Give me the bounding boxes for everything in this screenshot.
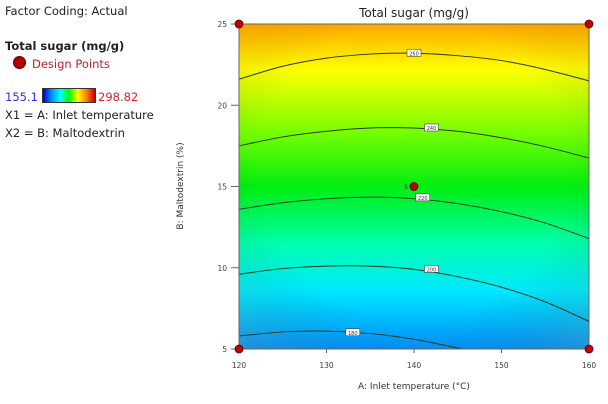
design-point	[409, 182, 419, 191]
x-axis-label: A: Inlet temperature (°C)	[358, 382, 470, 392]
x-tick-label: 140	[407, 361, 422, 370]
design-points-label: Design Points	[32, 57, 110, 71]
y-tick-label: 5	[222, 345, 227, 354]
color-scale-bar	[42, 88, 96, 103]
x-tick-label: 130	[319, 361, 334, 370]
design-points-legend: Design Points	[13, 56, 110, 71]
design-points: 5	[234, 19, 594, 354]
contour-label-box-240	[424, 123, 439, 132]
response-title: Total sugar (mg/g)	[5, 39, 125, 53]
contour-line-220	[239, 196, 589, 239]
design-point-icon	[13, 56, 26, 69]
x-tick-label: 160	[582, 361, 597, 370]
contour-labels: 180 200 220 240 260	[345, 48, 439, 337]
color-scale-min: 155.1	[5, 90, 38, 104]
contour-label-box-260	[406, 48, 422, 57]
contour-line-200	[239, 265, 589, 322]
contour-label-box-200	[424, 265, 439, 273]
y-tick-label: 20	[217, 101, 227, 110]
contour-label-180: 180	[348, 331, 358, 337]
contour-label-260: 260	[409, 51, 419, 57]
x-tick-label: 150	[494, 361, 509, 370]
contour-label-220: 220	[418, 196, 428, 202]
x-axis: 120 130 140 150 160	[232, 349, 597, 370]
factor-coding-label: Factor Coding: Actual	[5, 4, 128, 18]
contour-label-240: 240	[427, 126, 437, 132]
x1-definition: X1 = A: Inlet temperature	[5, 108, 154, 122]
design-point-count-label: 5	[404, 184, 408, 191]
y-tick-label: 25	[217, 20, 227, 29]
contour-label-200: 200	[427, 267, 437, 273]
x-tick-label: 120	[232, 361, 247, 370]
x2-definition: X2 = B: Maltodextrin	[5, 126, 125, 140]
contour-line-240	[239, 127, 589, 159]
y-tick-label: 15	[217, 183, 227, 192]
chart-title: Total sugar (mg/g)	[358, 6, 469, 20]
design-point	[584, 344, 594, 354]
design-point	[234, 344, 244, 354]
y-tick-label: 10	[217, 264, 227, 273]
design-point	[584, 19, 594, 29]
contour-label-box-180	[345, 328, 361, 337]
y-axis: 5 10 15 20 25	[217, 20, 239, 354]
y-axis-label: B: Maltodextrin (%)	[176, 142, 186, 229]
contour-label-box-220	[415, 193, 431, 202]
design-point	[234, 19, 244, 29]
color-scale-max: 298.82	[98, 90, 139, 104]
